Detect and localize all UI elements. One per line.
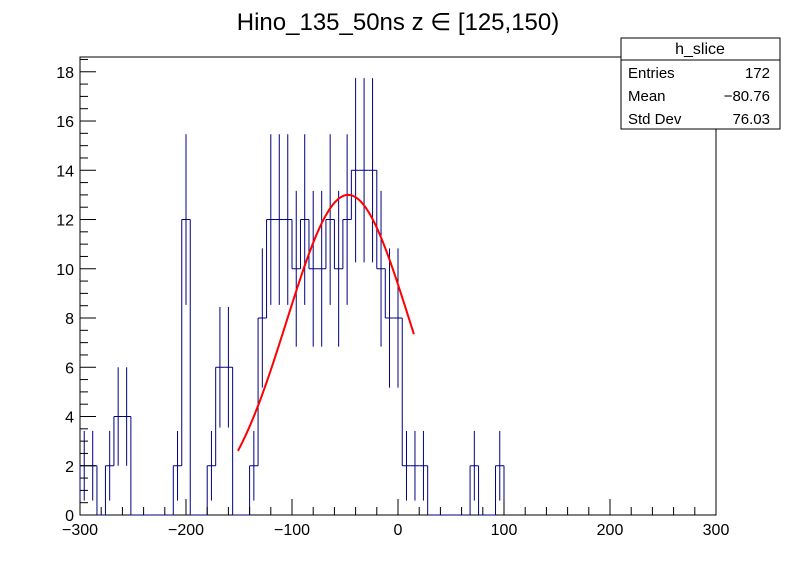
y-tick-label: 8 <box>65 311 74 328</box>
stats-box-frame <box>620 37 781 130</box>
x-tick-label: 100 <box>491 522 518 539</box>
stats-mean-label: Mean <box>628 88 666 105</box>
x-tick-label: 300 <box>703 522 730 539</box>
y-tick-label: 0 <box>65 508 74 525</box>
y-tick-label: 18 <box>56 65 74 82</box>
y-tick-label: 14 <box>56 163 74 180</box>
y-tick-label: 12 <box>56 213 74 230</box>
x-tick-label: −200 <box>168 522 204 539</box>
histogram-bars <box>79 169 505 516</box>
error-bars <box>83 78 501 501</box>
stats-box: h_slice Entries 172 Mean −80.76 Std Dev … <box>620 37 781 130</box>
stats-stddev-label: Std Dev <box>628 111 682 128</box>
x-tick-label: 200 <box>597 522 624 539</box>
chart-title: Hino_135_50ns z ∈ [125,150) <box>237 9 559 36</box>
x-tick-label: −300 <box>62 522 98 539</box>
x-tick-label: −100 <box>274 522 310 539</box>
x-tick-label: 0 <box>394 522 403 539</box>
stats-entries-value: 172 <box>745 65 770 82</box>
stats-box-title: h_slice <box>675 41 725 58</box>
x-axis: −300 −200 −100 0 100 200 300 <box>62 499 729 539</box>
y-tick-label: 16 <box>56 114 74 131</box>
y-tick-label: 10 <box>56 262 74 279</box>
y-tick-label: 2 <box>65 459 74 476</box>
gaussian-fit-curve <box>237 193 415 452</box>
stats-entries-label: Entries <box>628 65 675 82</box>
stats-mean-value: −80.76 <box>724 88 770 105</box>
stats-stddev-value: 76.03 <box>732 111 770 128</box>
y-axis: 0 2 4 6 8 10 12 14 16 18 <box>56 58 96 525</box>
y-tick-label: 6 <box>65 360 74 377</box>
y-tick-label: 4 <box>65 410 74 427</box>
